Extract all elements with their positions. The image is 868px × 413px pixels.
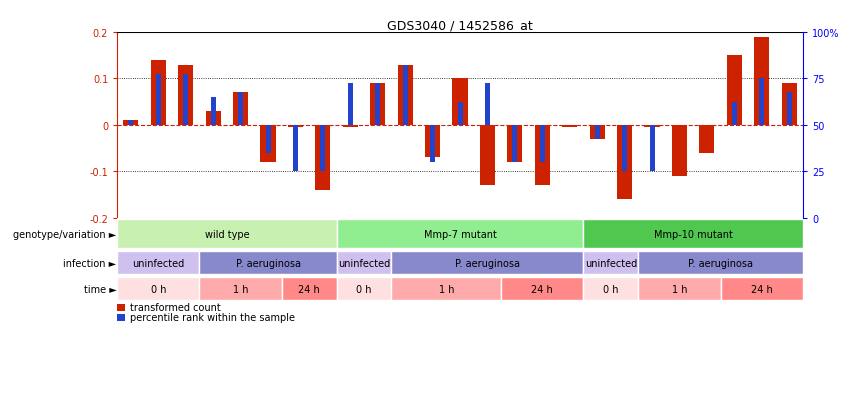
Bar	[700, 126, 714, 153]
Bar	[732, 102, 737, 126]
Bar	[622, 126, 627, 172]
Bar	[260, 126, 275, 163]
Text: 1 h: 1 h	[672, 284, 687, 294]
Bar	[645, 126, 660, 128]
Text: uninfected: uninfected	[132, 258, 184, 268]
Text: time ►: time ►	[83, 284, 116, 294]
Bar	[782, 84, 797, 126]
Bar	[452, 79, 468, 126]
Bar	[375, 84, 380, 126]
Bar	[315, 126, 331, 190]
Bar	[583, 277, 638, 301]
Bar	[535, 126, 549, 186]
Bar	[117, 304, 125, 311]
Bar	[288, 126, 303, 128]
Text: uninfected: uninfected	[338, 258, 390, 268]
Bar	[583, 251, 638, 275]
Bar	[178, 65, 194, 126]
Text: 0 h: 0 h	[356, 284, 372, 294]
Text: transformed count: transformed count	[129, 303, 220, 313]
Bar	[638, 277, 720, 301]
Bar	[425, 126, 440, 158]
Text: uninfected: uninfected	[585, 258, 637, 268]
Bar	[343, 126, 358, 128]
Text: genotype/variation ►: genotype/variation ►	[13, 229, 116, 239]
Bar	[151, 61, 166, 126]
Bar	[589, 126, 605, 140]
Bar	[638, 251, 803, 275]
Text: 0 h: 0 h	[150, 284, 166, 294]
Bar	[512, 126, 517, 163]
Bar	[266, 126, 271, 153]
Text: 24 h: 24 h	[299, 284, 320, 294]
Bar	[123, 121, 138, 126]
Text: Mmp-7 mutant: Mmp-7 mutant	[424, 229, 496, 239]
Bar	[200, 277, 282, 301]
Bar	[211, 98, 215, 126]
Bar	[117, 251, 200, 275]
Bar	[371, 84, 385, 126]
Bar	[117, 220, 337, 248]
Bar	[754, 38, 769, 126]
Bar	[562, 126, 577, 128]
Bar	[508, 126, 523, 163]
Text: 0 h: 0 h	[603, 284, 619, 294]
Bar	[457, 102, 463, 126]
Bar	[391, 277, 501, 301]
Text: 24 h: 24 h	[531, 284, 553, 294]
Bar	[501, 277, 583, 301]
Text: Mmp-10 mutant: Mmp-10 mutant	[654, 229, 733, 239]
Title: GDS3040 / 1452586_at: GDS3040 / 1452586_at	[387, 19, 533, 32]
Bar	[320, 126, 326, 172]
Bar	[583, 220, 803, 248]
Text: wild type: wild type	[205, 229, 249, 239]
Bar	[480, 126, 495, 186]
Bar	[117, 277, 200, 301]
Text: 1 h: 1 h	[233, 284, 248, 294]
Bar	[206, 112, 220, 126]
Bar	[238, 93, 243, 126]
Bar	[431, 126, 435, 163]
Text: infection ►: infection ►	[63, 258, 116, 268]
Bar	[337, 277, 391, 301]
Bar	[540, 126, 545, 163]
Bar	[233, 93, 248, 126]
Bar	[786, 93, 792, 126]
Bar	[391, 251, 583, 275]
Bar	[398, 65, 412, 126]
Bar	[128, 121, 134, 126]
Bar	[727, 56, 742, 126]
Bar	[672, 126, 687, 176]
Bar	[293, 126, 298, 172]
Text: P. aeruginosa: P. aeruginosa	[455, 258, 520, 268]
Bar	[117, 314, 125, 321]
Bar	[337, 220, 583, 248]
Text: 24 h: 24 h	[751, 284, 773, 294]
Bar	[337, 251, 391, 275]
Bar	[348, 84, 352, 126]
Bar	[649, 126, 654, 172]
Bar	[760, 79, 764, 126]
Text: 1 h: 1 h	[438, 284, 454, 294]
Bar	[403, 65, 408, 126]
Text: percentile rank within the sample: percentile rank within the sample	[129, 313, 294, 323]
Bar	[485, 84, 490, 126]
Bar	[282, 277, 337, 301]
Bar	[720, 277, 803, 301]
Bar	[595, 126, 600, 140]
Bar	[156, 75, 161, 126]
Bar	[183, 75, 188, 126]
Bar	[617, 126, 632, 199]
Text: P. aeruginosa: P. aeruginosa	[688, 258, 753, 268]
Bar	[200, 251, 337, 275]
Text: P. aeruginosa: P. aeruginosa	[235, 258, 300, 268]
